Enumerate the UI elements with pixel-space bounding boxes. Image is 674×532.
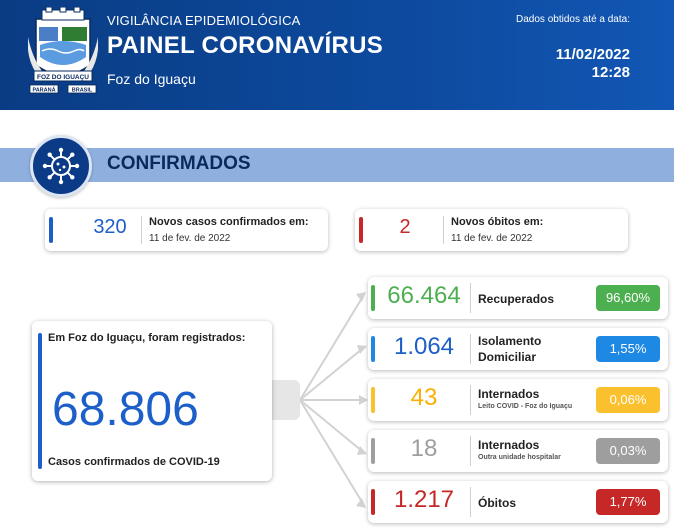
virus-icon-badge	[30, 135, 92, 197]
new-deaths-accent	[359, 217, 363, 243]
divider	[470, 385, 471, 415]
city-name: Foz do Iguaçu	[107, 71, 196, 87]
crest-right-tag: BRASIL	[72, 88, 93, 94]
data-date: 11/02/2022	[555, 46, 630, 63]
divider	[470, 334, 471, 364]
new-cases-date: 11 de fev. de 2022	[149, 233, 231, 244]
page-title: PAINEL CORONAVÍRUS	[107, 32, 384, 59]
crest-banner: FOZ DO IGUAÇU	[37, 74, 89, 81]
total-cases-accent	[38, 333, 42, 469]
divider	[141, 216, 142, 244]
divider	[470, 283, 471, 313]
outcome-value: 66.464	[387, 282, 461, 309]
total-cases-card: Em Foz do Iguaçu, foram registrados: 68.…	[32, 321, 272, 481]
crest-left-tag: PARANÁ	[32, 87, 55, 94]
outcome-accent	[371, 285, 375, 311]
outcome-card-internados-covid: 43 Internados Leito COVID - Foz do Iguaç…	[368, 379, 668, 421]
section-title: CONFIRMADOS	[107, 153, 251, 174]
outcome-label: Óbitos	[478, 496, 516, 510]
outcome-label: Recuperados	[478, 292, 555, 306]
outcome-percent-badge: 0,06%	[596, 387, 660, 413]
divider	[470, 487, 471, 517]
section-band	[0, 148, 674, 182]
outcome-card-internados-outra: 18 Internados Outra unidade hospitalar 0…	[368, 430, 668, 472]
new-deaths-date: 11 de fev. de 2022	[451, 233, 533, 244]
outcome-percent-badge: 1,55%	[596, 336, 660, 362]
outcome-value: 18	[410, 435, 438, 462]
new-deaths-value: 2	[399, 216, 411, 238]
new-cases-accent	[49, 217, 53, 243]
connector-tab	[270, 380, 300, 420]
total-cases-value: 68.806	[52, 383, 199, 436]
outcome-note: Leito COVID - Foz do Iguaçu	[478, 403, 573, 410]
outcome-percent-badge: 1,77%	[596, 489, 660, 515]
outcome-accent	[371, 489, 375, 515]
data-date-label: Dados obtidos até a data:	[516, 14, 630, 25]
outcome-label: Internados	[478, 438, 540, 452]
outcome-percent-badge: 0,03%	[596, 438, 660, 464]
outcome-value: 43	[410, 384, 438, 411]
new-deaths-label: Novos óbitos em:	[451, 216, 544, 228]
total-cases-intro: Em Foz do Iguaçu, foram registrados:	[48, 332, 246, 344]
outcome-label: Isolamento	[478, 334, 542, 348]
divider	[470, 436, 471, 466]
total-cases-caption: Casos confirmados de COVID-19	[48, 456, 220, 468]
virus-icon	[42, 147, 80, 185]
outcome-card-isolamento: 1.064 Isolamento Domiciliar 1,55%	[368, 328, 668, 370]
outcome-label-line2: Domiciliar	[478, 350, 537, 364]
new-deaths-card: 2 Novos óbitos em: 11 de fev. de 2022	[355, 209, 628, 251]
outcome-accent	[371, 387, 375, 413]
outcome-value: 1.064	[393, 333, 455, 360]
new-cases-card: 320 Novos casos confirmados em: 11 de fe…	[45, 209, 328, 251]
outcome-percent-badge: 96,60%	[596, 285, 660, 311]
header-subtitle: VIGILÂNCIA EPIDEMIOLÓGICA	[107, 13, 301, 28]
outcome-value: 1.217	[393, 486, 455, 513]
city-crest-icon: FOZ DO IGUAÇU PARANÁ BRASIL	[28, 7, 98, 94]
outcome-card-obitos: 1.217 Óbitos 1,77%	[368, 481, 668, 523]
divider	[443, 216, 444, 244]
new-cases-value: 320	[93, 216, 127, 238]
outcome-label: Internados	[478, 387, 540, 401]
outcome-accent	[371, 336, 375, 362]
header: FOZ DO IGUAÇU PARANÁ BRASIL VIGILÂNCIA E…	[0, 0, 674, 110]
data-time: 12:28	[591, 64, 630, 81]
outcome-note: Outra unidade hospitalar	[478, 454, 561, 461]
new-cases-label: Novos casos confirmados em:	[149, 216, 309, 228]
outcome-accent	[371, 438, 375, 464]
outcome-card-recuperados: 66.464 Recuperados 96,60%	[368, 277, 668, 319]
